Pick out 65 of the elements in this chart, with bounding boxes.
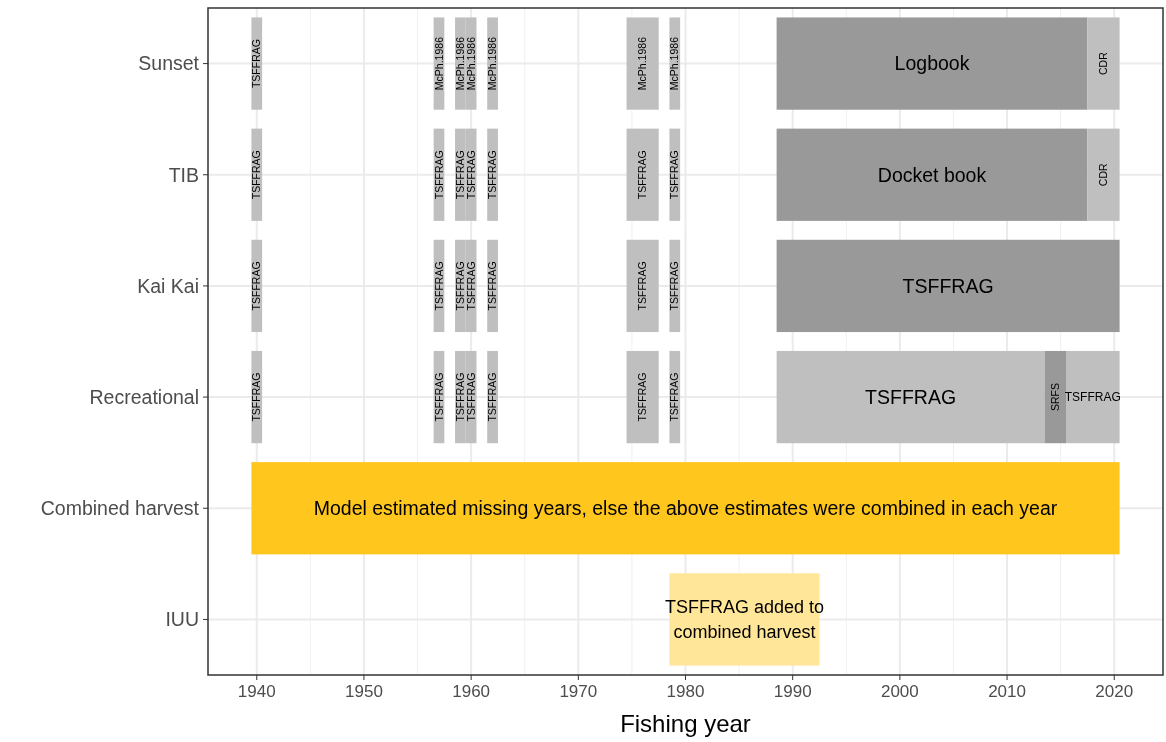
data-label: TSFFRAG — [432, 150, 445, 200]
data-label: Logbook — [894, 52, 970, 75]
data-label: McPh.1986 — [454, 36, 467, 91]
data-label: McPh.1986 — [464, 36, 477, 91]
data-label: TSFFRAG — [668, 372, 681, 422]
y-tick-label: Recreational — [89, 385, 199, 408]
data-label: McPh.1986 — [668, 36, 681, 91]
y-tick-label: TIB — [168, 163, 199, 186]
data-label: TSFFRAG — [250, 39, 263, 89]
data-label: TSFFRAG — [486, 150, 499, 200]
data-label: TSFFRAG — [432, 372, 445, 422]
data-label: SRFS — [1048, 383, 1061, 412]
x-tick-label: 1970 — [559, 682, 598, 701]
data-label: TSFFRAG — [1064, 390, 1121, 405]
x-tick-label: 2000 — [880, 682, 919, 701]
bar — [776, 239, 1120, 333]
y-tick-label: Sunset — [138, 52, 200, 75]
data-label: TSFFRAG — [636, 372, 649, 422]
data-label: TSFFRAG — [454, 372, 467, 422]
data-label: TSFFRAG — [250, 261, 263, 311]
x-tick-label: 2010 — [988, 682, 1026, 701]
bar — [776, 17, 1088, 110]
data-label: TSFFRAG — [454, 261, 467, 311]
data-label: TSFFRAG added to combined harvest — [664, 597, 824, 643]
x-tick-label: 1940 — [237, 682, 276, 701]
bar — [776, 128, 1088, 221]
data-label: TSFFRAG — [902, 274, 994, 297]
bar — [626, 350, 659, 444]
data-label: TSFFRAG — [865, 385, 957, 408]
x-tick-label: 1990 — [773, 682, 812, 701]
bar — [251, 462, 1120, 555]
bar — [1066, 350, 1120, 444]
data-label: TSFFRAG — [668, 150, 681, 200]
data-label: TSFFRAG — [454, 150, 467, 200]
bar — [1087, 128, 1120, 221]
data-label: Docket book — [877, 163, 987, 186]
bar — [626, 128, 659, 221]
data-label: TSFFRAG — [250, 150, 263, 200]
data-label: TSFFRAG — [636, 150, 649, 200]
x-tick-label: 1960 — [452, 682, 491, 701]
data-label: TSFFRAG — [432, 261, 445, 311]
bar — [626, 239, 659, 333]
data-label: McPh.1986 — [486, 36, 499, 91]
data-label: TSFFRAG — [668, 261, 681, 311]
data-label: TSFFRAG — [464, 372, 477, 422]
x-tick-label: 1950 — [345, 682, 383, 701]
data-label: TSFFRAG — [464, 261, 477, 311]
data-label: McPh.1986 — [432, 36, 445, 91]
x-tick-label: 2020 — [1095, 682, 1134, 701]
x-tick-label: 1980 — [666, 682, 705, 701]
y-tick-label: Combined harvest — [40, 497, 200, 520]
bar — [626, 17, 659, 110]
data-label: TSFFRAG — [464, 150, 477, 200]
data-label: TSFFRAG — [486, 261, 499, 311]
data-label: TSFFRAG — [636, 261, 649, 311]
bar — [1087, 17, 1120, 110]
data-label: McPh.1986 — [636, 36, 649, 91]
y-tick-label: IUU — [165, 608, 199, 631]
data-label: CDR — [1097, 51, 1110, 75]
data-label: TSFFRAG — [486, 372, 499, 422]
data-label: CDR — [1097, 162, 1110, 187]
data-label: TSFFRAG — [250, 372, 263, 422]
x-axis-title: Fishing year — [620, 710, 751, 737]
y-tick-label: Kai Kai — [137, 274, 199, 297]
data-label: Model estimated missing years, else the above estimates were combined in each year — [313, 497, 1058, 520]
